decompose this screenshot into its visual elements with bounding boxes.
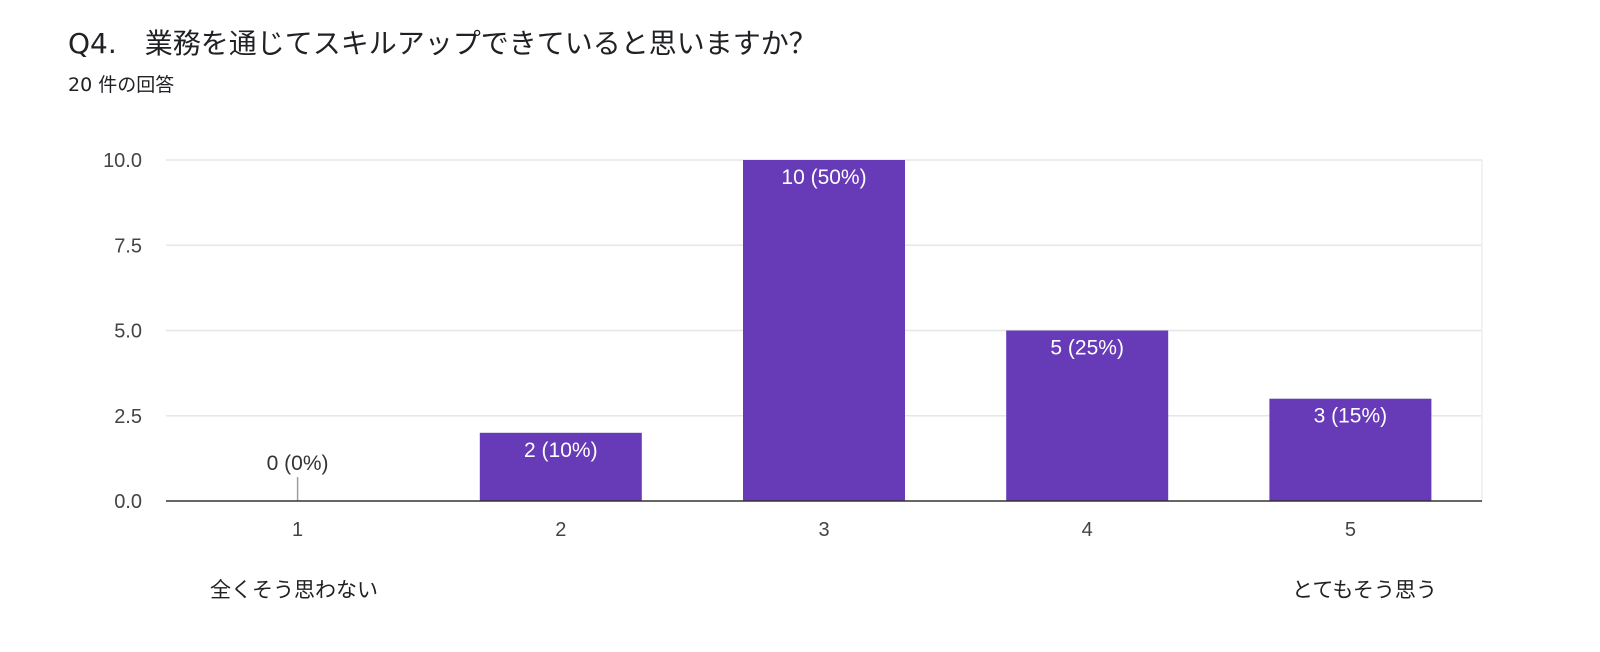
x-tick-label: 5 — [1345, 519, 1356, 541]
bar-data-label: 2 (10%) — [524, 439, 598, 462]
bar-data-label: 5 (25%) — [1050, 337, 1124, 360]
question-title: Q4. 業務を通じてスキルアップできていると思いますか？ — [68, 27, 817, 60]
x-tick-label: 1 — [292, 519, 303, 541]
x-tick-label: 4 — [1082, 519, 1093, 541]
x-axis-ticks: 1 2 3 4 5 — [292, 519, 1356, 541]
x-tick-label: 2 — [555, 519, 566, 541]
y-tick-label: 5.0 — [114, 321, 142, 343]
response-count: 20 件の回答 — [68, 74, 175, 96]
y-tick-label: 0.0 — [114, 491, 142, 513]
bar — [479, 432, 642, 501]
y-axis-ticks: 0.0 2.5 5.0 7.5 10.0 — [103, 150, 142, 513]
y-tick-label: 10.0 — [103, 150, 142, 172]
bar-data-label: 3 (15%) — [1314, 405, 1388, 428]
bar-data-label: 10 (50%) — [781, 166, 866, 189]
bar — [1006, 330, 1169, 501]
y-tick-label: 2.5 — [114, 406, 142, 428]
x-tick-label: 3 — [818, 519, 829, 541]
y-tick-label: 7.5 — [114, 235, 142, 257]
scale-high-label: とてもそう思う — [1292, 578, 1437, 602]
bar-data-label: 0 (0%) — [267, 452, 329, 475]
bar — [1269, 398, 1432, 501]
scale-low-label: 全くそう思わない — [210, 578, 378, 602]
bar — [743, 160, 905, 501]
bars: 0 (0%) 2 (10%) 10 (50%) 5 (25%) 3 (15%) — [267, 160, 1432, 501]
